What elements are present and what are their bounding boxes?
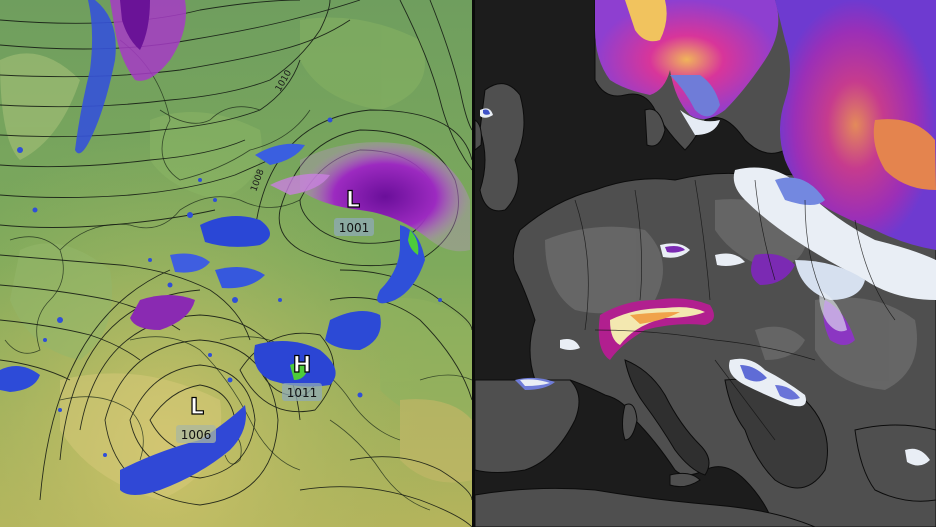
panel-divider — [472, 0, 475, 527]
high-pressure-center: H 1011 — [282, 352, 322, 401]
land-shading — [0, 17, 472, 500]
low-pressure-center-north: L 1001 — [334, 187, 374, 236]
snow-depth-map — [475, 0, 936, 527]
country-borders — [574, 179, 896, 441]
snow-cover — [480, 0, 936, 466]
pressure-value-box — [334, 218, 374, 236]
pressure-value: 1006 — [181, 428, 212, 442]
pressure-value: 1001 — [339, 221, 370, 235]
pressure-symbol-low: L — [190, 395, 204, 420]
pressure-symbol-high: H — [293, 353, 311, 378]
pressure-precip-map: 1010 1008 L 1001 H 1011 L 1006 — [0, 0, 472, 527]
pressure-value-box — [282, 383, 322, 401]
precip-areas — [0, 0, 470, 495]
pressure-symbol-low: L — [346, 188, 360, 213]
low-pressure-center-south: L 1006 — [176, 394, 216, 443]
precip-cells — [17, 117, 442, 457]
land-shading — [545, 199, 917, 390]
pressure-value-box — [176, 425, 216, 443]
pressure-value: 1011 — [287, 386, 318, 400]
